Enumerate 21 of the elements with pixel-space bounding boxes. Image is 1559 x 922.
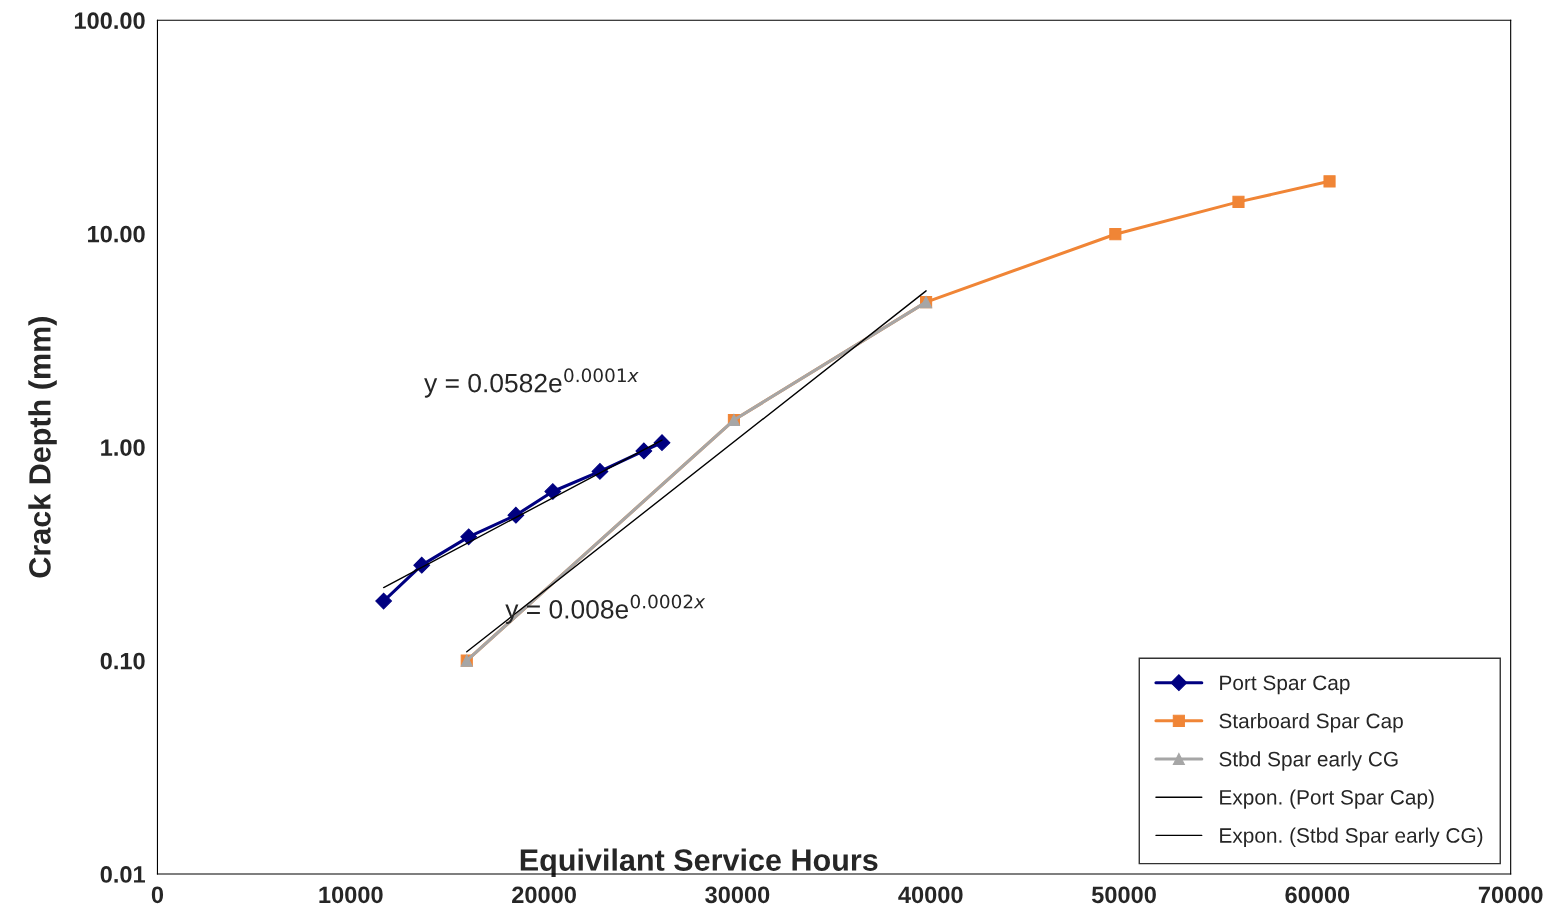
y-tick-label: 1.00 <box>101 439 145 456</box>
x-tick-label: 40000 <box>898 886 963 904</box>
legend-label: Starboard Spar Cap <box>1219 713 1403 733</box>
x-tick-label: 70000 <box>1478 886 1543 904</box>
x-tick-label: 50000 <box>1091 886 1156 904</box>
y-tick-label: 0.10 <box>100 652 145 670</box>
legend-label: Expon. (Stbd Spar early CG) <box>1220 827 1483 847</box>
annotation: y = 0.0582e$^{0.0001x}$ <box>424 368 639 398</box>
legend-label: Stbd Spar early CG <box>1219 751 1398 771</box>
x-tick-label: 10000 <box>319 886 383 904</box>
y-tick-label: 10.00 <box>88 225 145 243</box>
y-axis-title: Crack Depth (mm) <box>28 317 57 578</box>
y-tick-label: 0.01 <box>100 866 145 883</box>
legend-label: Port Spar Cap <box>1220 675 1350 695</box>
y-tick-label: 100.00 <box>74 12 145 30</box>
x-tick-label: 20000 <box>512 886 576 904</box>
legend-label: Expon. (Port Spar Cap) <box>1220 789 1434 809</box>
x-tick-label: 0 <box>151 886 164 904</box>
x-tick-label: 30000 <box>705 886 770 904</box>
x-axis-title: Equivilant Service Hours <box>520 848 878 877</box>
x-tick-label: 60000 <box>1285 886 1350 904</box>
